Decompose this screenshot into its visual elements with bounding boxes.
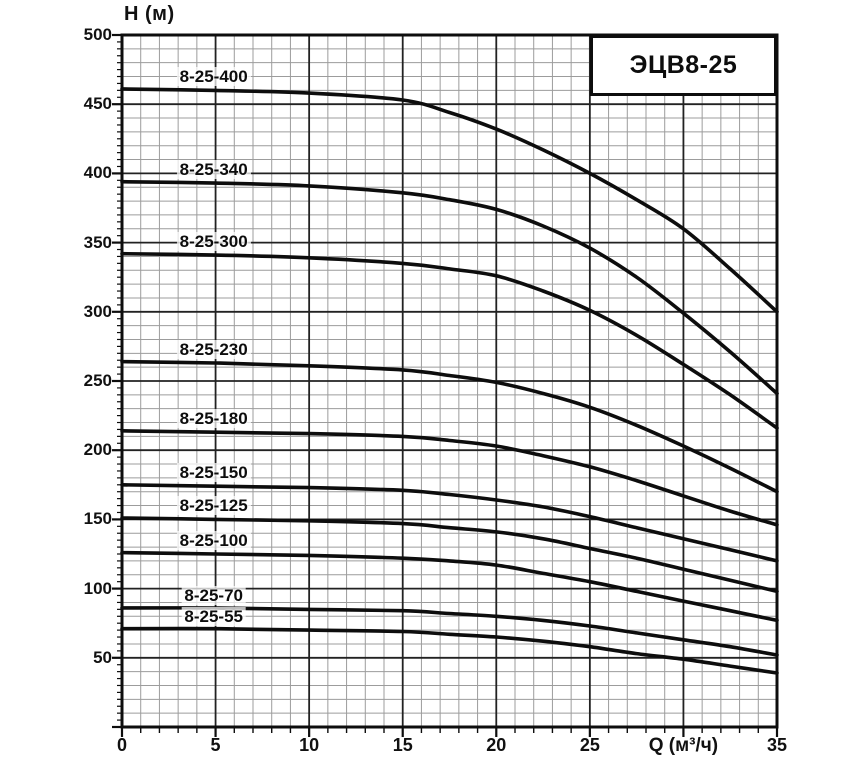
- pump-curve-8-25-100: [120, 550, 779, 623]
- y-tick-label-500: 500: [83, 25, 112, 44]
- x-tick-label-35: 35: [766, 735, 788, 755]
- curve-label-8-25-300: 8-25-300: [176, 231, 251, 251]
- y-tick-label-300: 300: [83, 301, 112, 321]
- curve-label-8-25-180: 8-25-180: [176, 408, 251, 428]
- pump-curve-8-25-55: [120, 626, 779, 675]
- curve-label-8-25-100: 8-25-100: [176, 530, 251, 550]
- x-tick-label-15: 15: [392, 735, 413, 755]
- y-tick-label-400: 400: [83, 163, 112, 183]
- pump-curve-8-25-340: [120, 179, 779, 396]
- y-axis-title: H (м): [124, 3, 175, 25]
- y-tick-label-100: 100: [83, 578, 112, 598]
- x-tick-label-0: 0: [116, 735, 128, 755]
- pump-curve-8-25-230: [120, 359, 779, 494]
- curve-label-8-25-400: 8-25-400: [176, 66, 251, 86]
- y-tick-label-150: 150: [83, 509, 112, 529]
- pump-curve-8-25-125: [120, 516, 779, 594]
- pump-curve-8-25-400: [120, 87, 779, 314]
- pump-curve-8-25-70: [120, 606, 779, 657]
- curve-label-8-25-125: 8-25-125: [176, 496, 251, 516]
- pump-curve-8-25-300: [120, 251, 779, 430]
- y-tick-label-350: 350: [83, 232, 112, 252]
- x-tick-label-20: 20: [486, 735, 507, 755]
- x-tick-label-10: 10: [299, 735, 320, 755]
- pump-curve-8-25-180: [120, 429, 779, 527]
- y-tick-label-450: 450: [83, 94, 112, 114]
- pump-curve-8-25-150: [120, 483, 779, 563]
- plot-border: [120, 33, 779, 729]
- y-tick-label-250: 250: [83, 371, 112, 390]
- curve-label-8-25-70: 8-25-70: [181, 585, 246, 605]
- y-tick-label-200: 200: [83, 440, 112, 460]
- x-axis-title: Q (м³/ч): [648, 735, 719, 756]
- curve-label-8-25-55: 8-25-55: [181, 606, 246, 626]
- curve-label-8-25-340: 8-25-340: [176, 159, 251, 179]
- x-tick-label-5: 5: [210, 735, 221, 755]
- chart-title: ЭЦВ8-25: [629, 51, 738, 79]
- chart-title-box: ЭЦВ8-25: [590, 35, 777, 96]
- y-tick-label-50: 50: [93, 647, 112, 667]
- curve-label-8-25-150: 8-25-150: [176, 462, 251, 482]
- x-tick-label-25: 25: [579, 735, 600, 755]
- curve-label-8-25-230: 8-25-230: [176, 339, 251, 359]
